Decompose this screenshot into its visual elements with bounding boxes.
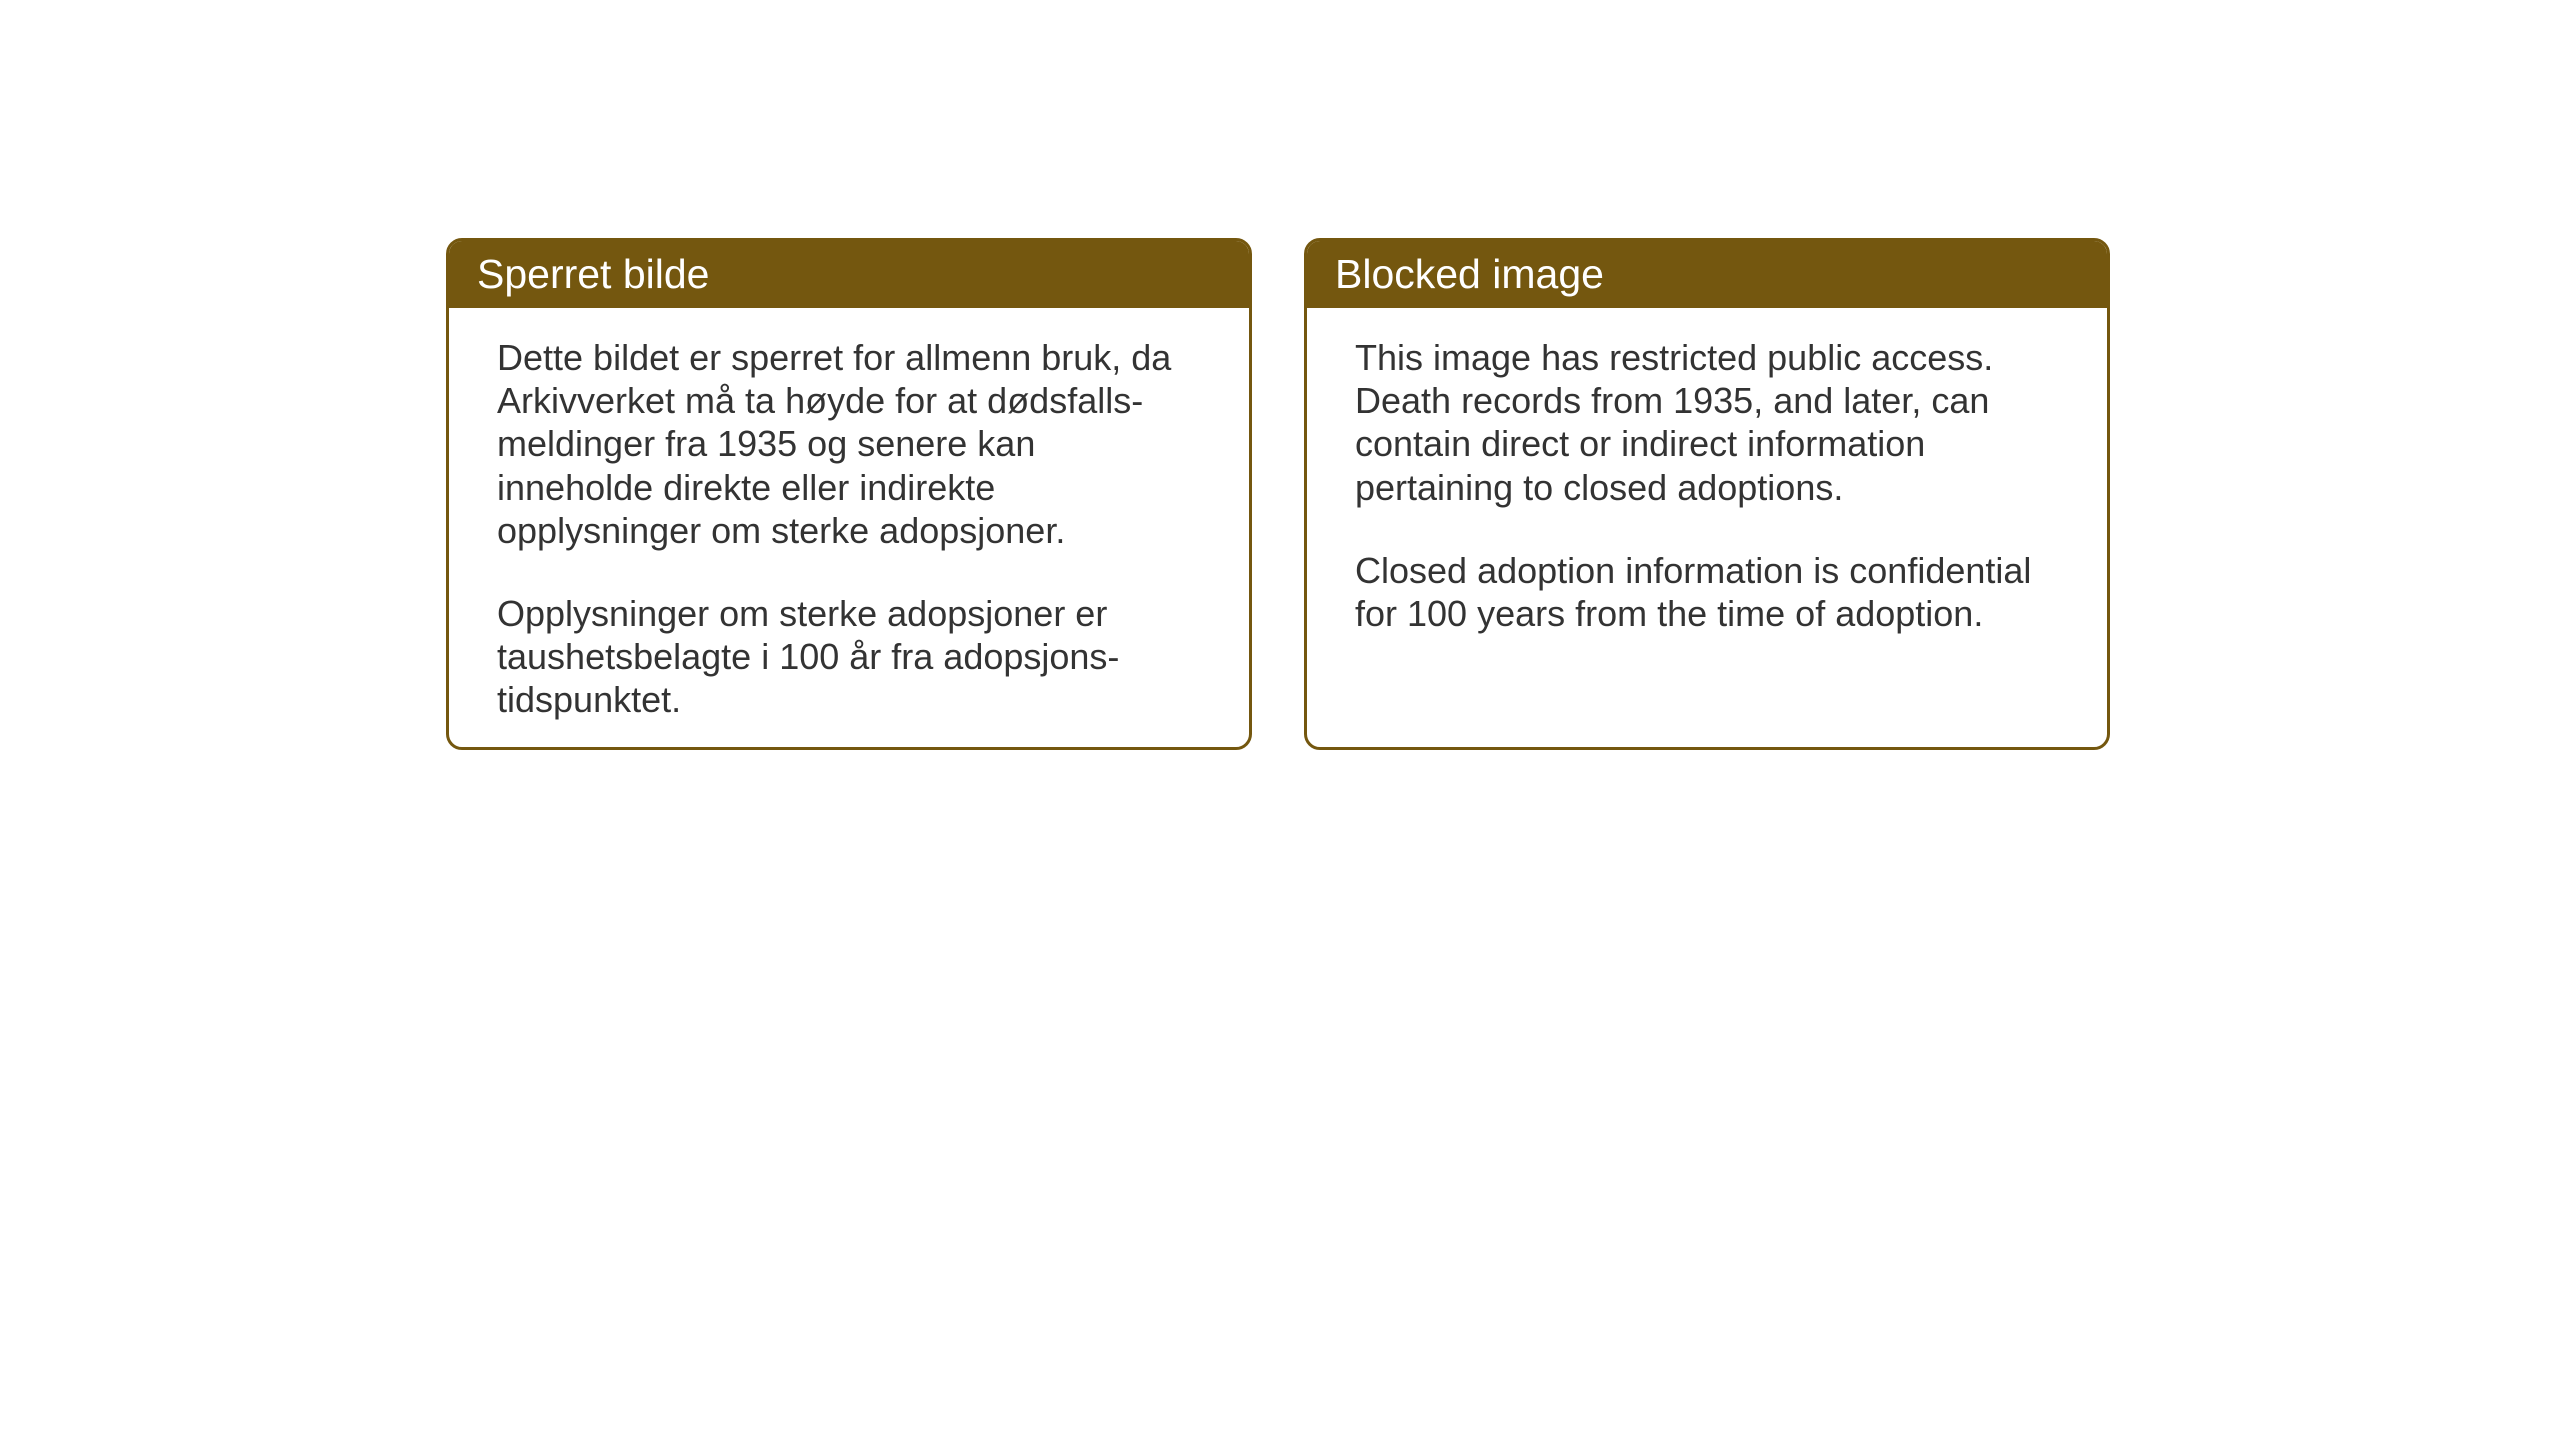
notice-box-norwegian: Sperret bilde Dette bildet er sperret fo… — [446, 238, 1252, 750]
notice-para1-english: This image has restricted public access.… — [1355, 336, 2059, 509]
notice-body-norwegian: Dette bildet er sperret for allmenn bruk… — [449, 308, 1249, 750]
notice-para1-norwegian: Dette bildet er sperret for allmenn bruk… — [497, 336, 1201, 552]
notice-para2-norwegian: Opplysninger om sterke adopsjoner er tau… — [497, 592, 1201, 722]
notice-header-english: Blocked image — [1307, 241, 2107, 308]
notice-header-norwegian: Sperret bilde — [449, 241, 1249, 308]
notice-body-english: This image has restricted public access.… — [1307, 308, 2107, 663]
notice-box-english: Blocked image This image has restricted … — [1304, 238, 2110, 750]
notice-para2-english: Closed adoption information is confident… — [1355, 549, 2059, 635]
notice-container: Sperret bilde Dette bildet er sperret fo… — [446, 238, 2110, 750]
